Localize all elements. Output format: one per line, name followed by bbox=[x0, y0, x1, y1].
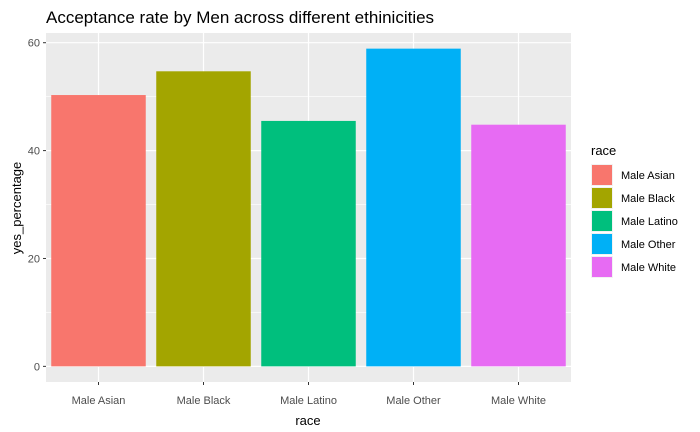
x-tick-label: Male Other bbox=[386, 395, 441, 407]
legend-label: Male Asian bbox=[621, 170, 675, 182]
legend-key bbox=[592, 257, 612, 277]
bar bbox=[51, 95, 146, 367]
bars bbox=[51, 48, 566, 367]
x-axis-title: race bbox=[295, 413, 320, 428]
legend-key bbox=[592, 234, 612, 254]
legend-label: Male Latino bbox=[621, 216, 678, 228]
y-tick-label: 20 bbox=[28, 253, 40, 265]
bar bbox=[471, 124, 566, 367]
bar bbox=[261, 120, 356, 367]
bar bbox=[156, 71, 251, 367]
legend-key bbox=[592, 211, 612, 231]
legend-items: Male Asian Male Black Male Latino Male Othe… bbox=[591, 164, 678, 278]
y-axis-title: yes_percentage bbox=[9, 162, 24, 255]
y-tick-label: 40 bbox=[28, 146, 40, 158]
legend-title: race bbox=[591, 143, 616, 158]
legend-key bbox=[592, 188, 612, 208]
y-tick-label: 0 bbox=[34, 361, 40, 373]
x-tick-label: Male Latino bbox=[280, 395, 337, 407]
bar bbox=[366, 48, 461, 367]
legend-label: Male Other bbox=[621, 239, 676, 251]
legend-label: Male White bbox=[621, 262, 676, 274]
legend-key bbox=[592, 165, 612, 185]
legend-label: Male Black bbox=[621, 193, 675, 205]
y-axis: 0 20 40 60 bbox=[28, 38, 46, 373]
x-axis: Male Asian Male Black Male Latino Male Othe… bbox=[72, 382, 546, 407]
x-tick-label: Male White bbox=[491, 395, 546, 407]
chart-title: Acceptance rate by Men across different … bbox=[46, 8, 434, 27]
x-tick-label: Male Asian bbox=[72, 395, 126, 407]
y-tick-label: 60 bbox=[28, 38, 40, 50]
x-tick-label: Male Black bbox=[177, 395, 231, 407]
